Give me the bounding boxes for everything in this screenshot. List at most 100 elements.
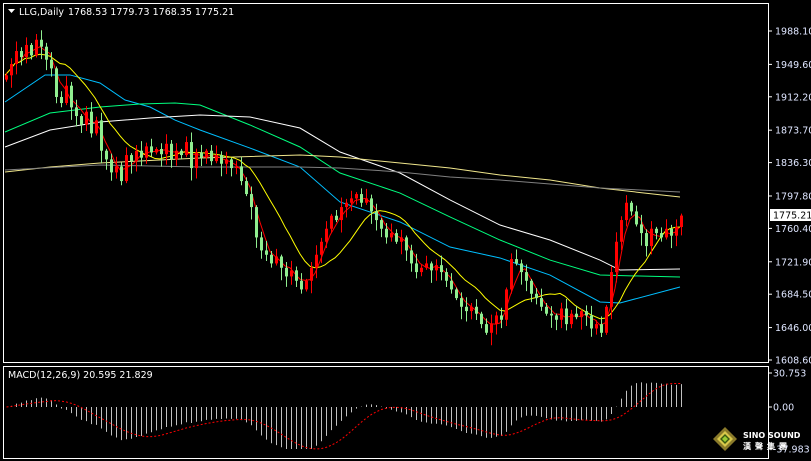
price-tick-label: 1873.70 bbox=[775, 126, 811, 137]
candle bbox=[585, 305, 588, 326]
candle bbox=[665, 219, 668, 240]
candle bbox=[540, 288, 543, 311]
candle bbox=[145, 142, 148, 164]
candle bbox=[590, 305, 593, 337]
candle bbox=[530, 278, 533, 303]
candle bbox=[420, 263, 423, 277]
candle bbox=[335, 210, 338, 223]
candle bbox=[170, 139, 173, 168]
candle bbox=[565, 298, 568, 331]
candle bbox=[75, 99, 78, 127]
candle bbox=[655, 226, 658, 240]
candle bbox=[365, 188, 368, 205]
candle bbox=[370, 194, 373, 224]
candle bbox=[485, 318, 488, 335]
current-price: 1775.21 bbox=[773, 211, 811, 222]
candle bbox=[70, 81, 73, 120]
candle bbox=[310, 262, 313, 294]
candle bbox=[35, 34, 38, 58]
price-tick-label: 1684.50 bbox=[775, 290, 811, 301]
candle bbox=[290, 260, 293, 285]
price-tick-label: 1836.30 bbox=[775, 158, 811, 169]
candle bbox=[230, 157, 233, 177]
candle bbox=[570, 309, 573, 329]
macd-pane-frame bbox=[3, 366, 769, 459]
candle bbox=[505, 287, 508, 327]
candle bbox=[95, 116, 98, 136]
candle bbox=[90, 102, 93, 138]
candle bbox=[390, 223, 393, 242]
candle bbox=[375, 203, 378, 231]
candle bbox=[155, 147, 158, 155]
candle bbox=[215, 145, 218, 164]
candle bbox=[560, 302, 563, 329]
moving-average-line-4 bbox=[4, 164, 681, 193]
moving-average-line-3 bbox=[4, 154, 681, 198]
candle bbox=[140, 141, 143, 166]
candle bbox=[105, 148, 108, 170]
candle bbox=[405, 235, 408, 261]
candle bbox=[130, 153, 133, 174]
price-tick-label: 1721.90 bbox=[775, 257, 811, 268]
slow-ma-line bbox=[4, 53, 681, 320]
candle bbox=[265, 240, 268, 261]
candle bbox=[110, 153, 113, 181]
candle bbox=[470, 302, 473, 320]
candle bbox=[675, 219, 678, 247]
candle bbox=[490, 314, 493, 346]
moving-averages bbox=[4, 46, 681, 326]
macd-tick-label: 0.00 bbox=[773, 403, 794, 414]
candle bbox=[640, 214, 643, 246]
candle bbox=[385, 223, 388, 244]
candle bbox=[190, 132, 193, 181]
moving-average-line-2 bbox=[4, 114, 681, 271]
triangle-down-icon[interactable] bbox=[8, 9, 15, 13]
candle bbox=[175, 143, 178, 166]
candle bbox=[360, 188, 363, 207]
candle bbox=[340, 197, 343, 233]
candle bbox=[40, 30, 43, 60]
candle bbox=[630, 200, 633, 216]
candle bbox=[15, 41, 18, 75]
candle bbox=[520, 259, 523, 285]
candle bbox=[500, 307, 503, 329]
macd-label: MACD(12,26,9) 20.595 21.829 bbox=[8, 370, 153, 381]
candle bbox=[10, 58, 13, 88]
candle bbox=[280, 254, 283, 281]
candle bbox=[545, 302, 548, 316]
candle bbox=[330, 213, 333, 233]
price-tick-label: 1608.60 bbox=[775, 356, 811, 367]
watermark-name: SINO SOUND bbox=[743, 431, 801, 440]
candle bbox=[250, 186, 253, 220]
candle bbox=[650, 221, 653, 255]
macd-signal-line bbox=[6, 382, 682, 450]
macd-histogram bbox=[6, 382, 682, 450]
candle bbox=[225, 151, 228, 175]
price-axis: 1988.10 1949.60 1912.20 1873.70 1836.30 1797.… bbox=[768, 27, 811, 367]
diamond-logo-icon bbox=[713, 427, 737, 451]
price-tick-label: 1760.40 bbox=[775, 224, 811, 235]
candle bbox=[195, 148, 198, 179]
candle bbox=[65, 76, 68, 106]
candle bbox=[325, 221, 328, 248]
candle bbox=[380, 218, 383, 238]
candle bbox=[45, 42, 48, 71]
candle bbox=[30, 43, 33, 60]
candle bbox=[550, 306, 553, 328]
candle bbox=[445, 268, 448, 288]
candle bbox=[425, 255, 428, 270]
candle bbox=[350, 190, 353, 212]
candle bbox=[125, 147, 128, 184]
candle bbox=[620, 216, 623, 251]
candle bbox=[80, 114, 83, 134]
candle bbox=[185, 136, 188, 158]
candle bbox=[315, 245, 318, 279]
candle bbox=[20, 47, 23, 66]
candle bbox=[415, 253, 418, 279]
candle bbox=[610, 266, 613, 320]
macd-tick-label: 30.753 bbox=[773, 369, 806, 380]
candle bbox=[210, 145, 213, 166]
candle bbox=[50, 52, 53, 77]
candle bbox=[525, 264, 528, 292]
